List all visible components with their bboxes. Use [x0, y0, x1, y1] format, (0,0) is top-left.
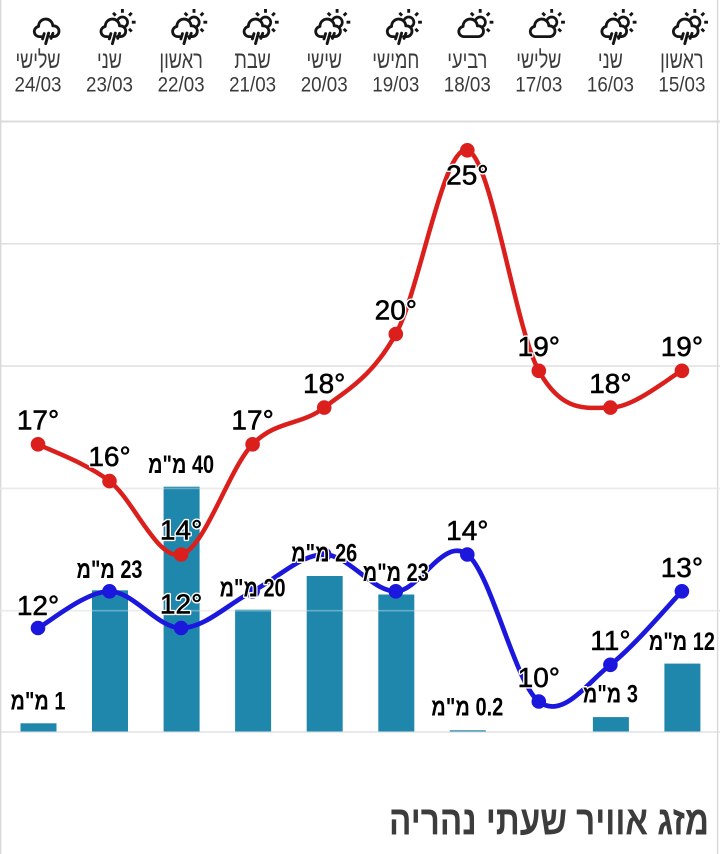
svg-text:1 מ"מ: 1 מ"מ	[10, 688, 65, 716]
svg-text:19/03: 19/03	[372, 74, 419, 97]
svg-text:שבת: שבת	[234, 47, 271, 74]
svg-text:שני: שני	[97, 47, 122, 74]
svg-text:22/03: 22/03	[158, 74, 205, 97]
svg-text:מזג אוויר שעתי נהריה: מזג אוויר שעתי נהריה	[389, 798, 709, 844]
svg-text:12 מ"מ: 12 מ"מ	[649, 628, 715, 656]
svg-text:23 מ"מ: 23 מ"מ	[77, 556, 143, 584]
svg-text:ראשון: ראשון	[660, 47, 704, 74]
svg-text:20/03: 20/03	[301, 74, 348, 97]
svg-text:שלישי: שלישי	[516, 47, 561, 74]
svg-text:21/03: 21/03	[229, 74, 276, 97]
svg-text:24/03: 24/03	[15, 74, 62, 97]
svg-text:0.2 מ"מ: 0.2 מ"מ	[431, 694, 503, 722]
svg-text:ראשון: ראשון	[159, 47, 203, 74]
svg-text:26 מ"מ: 26 מ"מ	[291, 540, 357, 568]
svg-text:23 מ"מ: 23 מ"מ	[363, 559, 429, 587]
svg-text:20 מ"מ: 20 מ"מ	[220, 575, 286, 603]
svg-text:3 מ"מ: 3 מ"מ	[583, 681, 638, 709]
svg-text:שישי: שישי	[306, 47, 342, 74]
svg-text:שני: שני	[598, 47, 623, 74]
svg-text:15/03: 15/03	[658, 74, 705, 97]
svg-text:23/03: 23/03	[86, 74, 133, 97]
svg-text:18/03: 18/03	[444, 74, 491, 97]
svg-text:40 מ"מ: 40 מ"מ	[148, 451, 214, 479]
svg-text:שלישי: שלישי	[16, 47, 61, 74]
svg-text:16/03: 16/03	[587, 74, 634, 97]
svg-text:רביעי: רביעי	[447, 47, 487, 74]
svg-text:17/03: 17/03	[515, 74, 562, 97]
svg-text:חמישי: חמישי	[372, 47, 419, 74]
